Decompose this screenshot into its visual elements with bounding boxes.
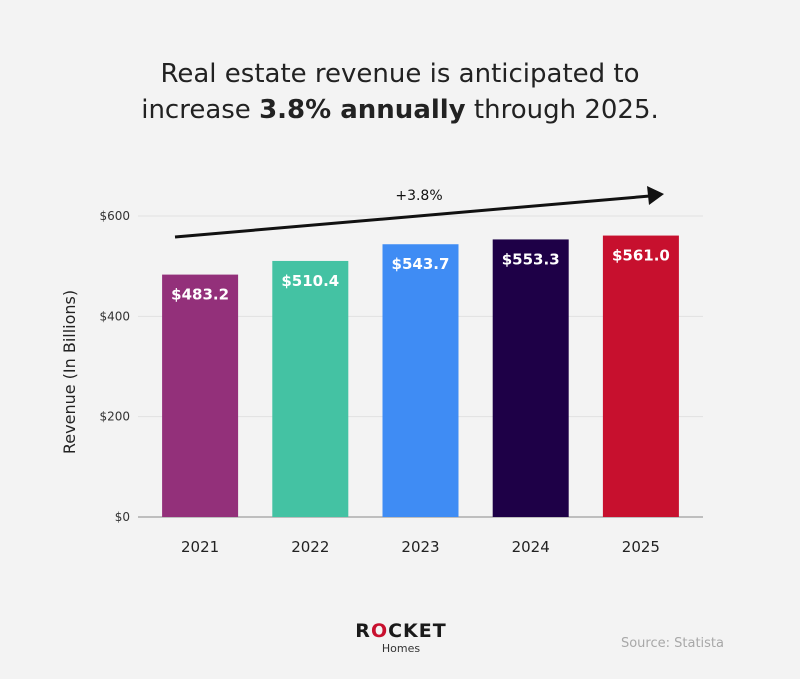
bar <box>162 274 239 517</box>
logo-subtitle: Homes <box>381 642 421 655</box>
x-tick-label: 2025 <box>622 538 660 556</box>
logo-letter-r: R <box>355 620 371 642</box>
bar-value-label: $510.4 <box>281 272 339 290</box>
bar <box>602 235 679 517</box>
title-line-2-start: increase <box>141 95 260 125</box>
y-tick-label: $200 <box>99 410 130 424</box>
x-tick-label: 2024 <box>512 538 550 556</box>
bar <box>382 244 459 517</box>
bar-value-label: $543.7 <box>392 255 450 273</box>
bar <box>272 260 349 517</box>
chart-title: Real estate revenue is anticipated to in… <box>0 56 800 128</box>
bar-value-label: $483.2 <box>171 286 229 304</box>
source-note: Source: Statista <box>620 636 724 651</box>
y-axis-label: Revenue (In Billions) <box>60 290 79 454</box>
logo-letters-rest: CKET <box>388 620 447 642</box>
x-tick-label: 2021 <box>181 538 219 556</box>
title-line-2: increase 3.8% annually through 2025. <box>0 92 800 128</box>
title-line-1: Real estate revenue is anticipated to <box>160 59 640 89</box>
y-tick-label: $0 <box>115 510 130 524</box>
x-tick-label: 2023 <box>401 538 439 556</box>
bar-value-label: $561.0 <box>612 247 670 265</box>
trend-arrow-line <box>174 194 651 239</box>
rocket-homes-logo: ROCKET Homes <box>355 620 447 655</box>
y-tick-label: $400 <box>99 309 130 323</box>
trend-arrow-head <box>647 186 664 205</box>
x-tick-label: 2022 <box>291 538 329 556</box>
logo-letter-o: O <box>370 620 389 642</box>
logo-wordmark: ROCKET <box>355 620 447 642</box>
title-highlight: 3.8% annually <box>259 95 466 125</box>
bar <box>492 239 569 517</box>
trend-annotation: +3.8% <box>395 188 442 204</box>
bar-value-label: $553.3 <box>502 250 560 268</box>
y-tick-label: $600 <box>99 209 130 223</box>
title-line-2-end: through 2025. <box>465 95 659 125</box>
